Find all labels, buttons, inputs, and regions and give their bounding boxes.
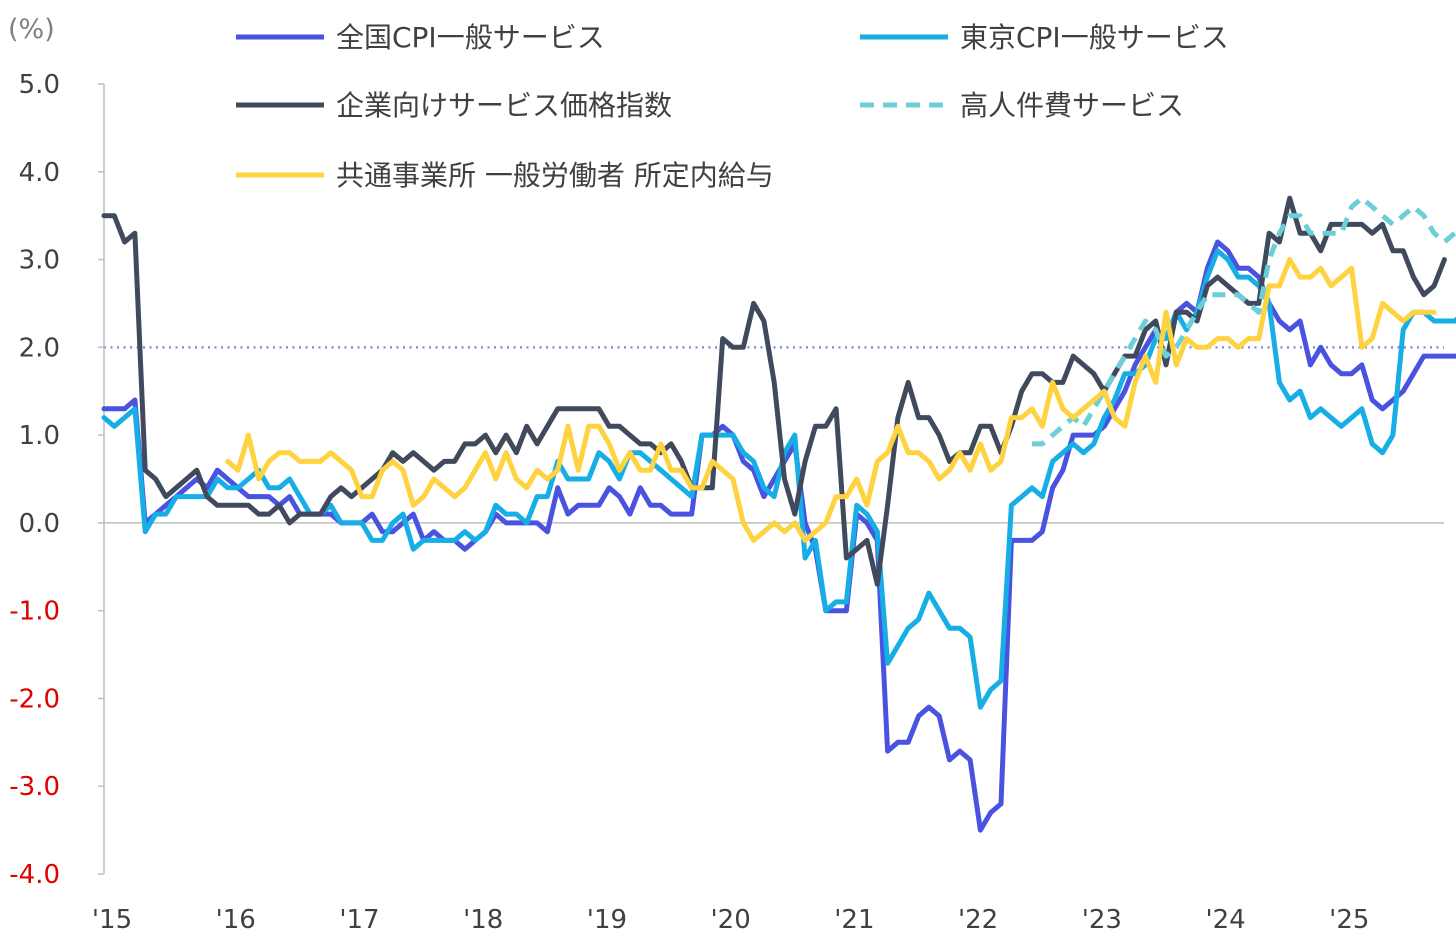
series-line-3 xyxy=(1032,195,1456,447)
axis-layer: 5.0 4.0 3.0 2.0 1.0 0.0 -1.0 -2.0 -3.0 -4.0 '15 '16… xyxy=(9,70,1444,935)
x-tick-label: '18 xyxy=(463,905,503,935)
x-tick-label: '25 xyxy=(1329,905,1369,935)
y-tick-label: -4.0 xyxy=(9,860,60,890)
y-tick-label: 1.0 xyxy=(19,421,60,451)
y-tick-label: -3.0 xyxy=(9,772,60,802)
y-tick-label: 2.0 xyxy=(19,333,60,363)
x-tick-label: '20 xyxy=(711,905,751,935)
series-line-4 xyxy=(225,257,1437,543)
series-line-0 xyxy=(101,239,1456,833)
x-tick-label: '22 xyxy=(958,905,998,935)
legend-label-4: 共通事業所 一般労働者 所定内給与 xyxy=(336,159,774,192)
legend-label-1: 東京CPI一般サービス xyxy=(960,21,1229,54)
x-tick-label: '21 xyxy=(834,905,874,935)
series-layer xyxy=(101,195,1456,833)
x-tick-label: '17 xyxy=(339,905,379,935)
y-tick-label: -1.0 xyxy=(9,597,60,627)
legend-label-2: 企業向けサービス価格指数 xyxy=(336,89,672,122)
y-axis-unit-label: (%) xyxy=(8,14,55,45)
y-tick-label: 3.0 xyxy=(19,246,60,276)
x-tick-label: '24 xyxy=(1205,905,1245,935)
y-tick-label: -2.0 xyxy=(9,684,60,714)
y-tick-label: 5.0 xyxy=(19,70,60,100)
legend-label-0: 全国CPI一般サービス xyxy=(336,21,605,54)
y-tick-label: 4.0 xyxy=(19,158,60,188)
x-tick-label: '15 xyxy=(92,905,132,935)
x-tick-label: '19 xyxy=(587,905,627,935)
series-line-1 xyxy=(101,248,1456,710)
legend-label-3: 高人件費サービス xyxy=(960,89,1184,122)
x-tick-label: '23 xyxy=(1082,905,1122,935)
x-tick-label: '16 xyxy=(216,905,256,935)
y-tick-label: 0.0 xyxy=(19,509,60,539)
series-line-2 xyxy=(101,195,1447,587)
